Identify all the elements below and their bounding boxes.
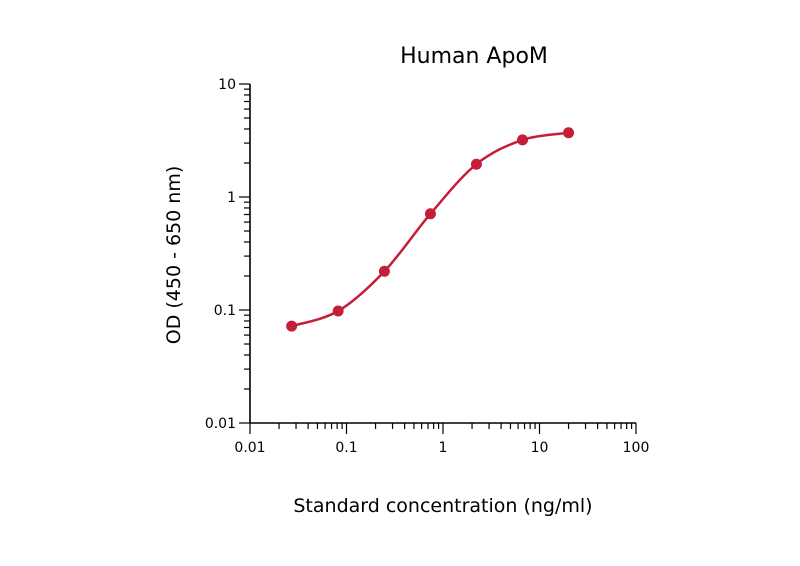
y-tick-label: 0.1 — [214, 303, 236, 319]
y-tick-label: 1 — [227, 190, 236, 206]
tick-labels: 0.01 0.1 1 10 100 0.01 0.1 1 10 — [205, 77, 650, 456]
series — [286, 127, 575, 332]
x-tick-label: 0.1 — [335, 440, 357, 456]
x-tick-label: 10 — [531, 440, 549, 456]
chart-title: Human ApoM — [400, 44, 548, 69]
x-tick-label: 100 — [623, 440, 650, 456]
data-point — [424, 208, 436, 220]
ticks — [239, 83, 637, 434]
x-tick-label: 0.01 — [234, 440, 265, 456]
x-tick-label: 1 — [439, 440, 448, 456]
data-point — [332, 305, 344, 317]
data-point — [470, 158, 482, 170]
y-axis-label: OD (450 - 650 nm) — [163, 166, 185, 345]
x-axis-label: Standard concentration (ng/ml) — [293, 495, 592, 517]
data-point — [378, 265, 390, 277]
y-tick-label: 0.01 — [205, 416, 236, 432]
axes — [249, 84, 636, 424]
series-line — [291, 131, 569, 328]
data-point — [286, 320, 298, 332]
data-point — [563, 127, 575, 139]
y-tick-label: 10 — [218, 77, 236, 93]
data-point — [517, 134, 529, 146]
